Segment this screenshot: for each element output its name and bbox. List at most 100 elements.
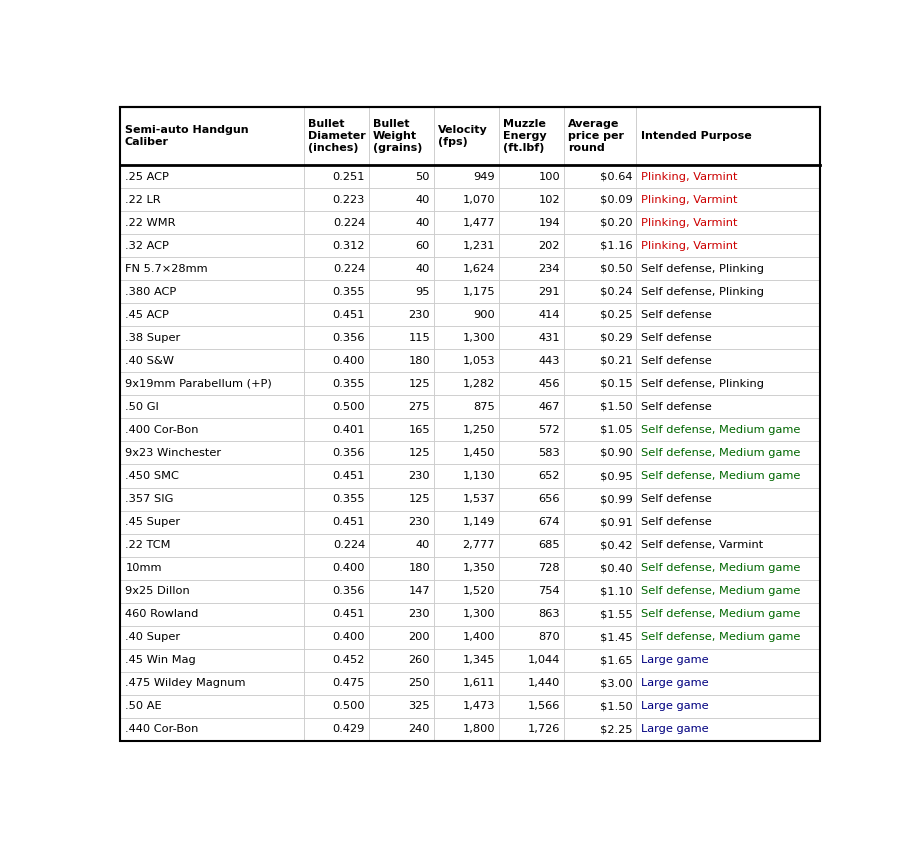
Text: 754: 754 bbox=[538, 586, 560, 596]
Text: 230: 230 bbox=[408, 517, 430, 527]
Bar bbox=[120, 717, 304, 741]
Bar bbox=[499, 165, 564, 188]
Bar bbox=[304, 464, 369, 488]
Text: 100: 100 bbox=[538, 172, 560, 182]
Text: Plinking, Varmint: Plinking, Varmint bbox=[641, 172, 738, 182]
Bar bbox=[369, 579, 434, 602]
Text: Self defense: Self defense bbox=[641, 402, 713, 412]
Bar bbox=[120, 235, 304, 257]
Text: $1.05: $1.05 bbox=[600, 425, 633, 435]
Text: $1.45: $1.45 bbox=[601, 632, 633, 642]
Bar bbox=[564, 511, 636, 534]
Bar bbox=[434, 464, 499, 488]
Text: 467: 467 bbox=[538, 402, 560, 412]
Text: 900: 900 bbox=[473, 310, 495, 320]
Text: 9x25 Dillon: 9x25 Dillon bbox=[126, 586, 190, 596]
Text: 1,473: 1,473 bbox=[462, 701, 495, 711]
Bar bbox=[636, 396, 820, 418]
Text: .50 GI: .50 GI bbox=[126, 402, 160, 412]
Text: 0.355: 0.355 bbox=[332, 287, 365, 296]
Text: 875: 875 bbox=[473, 402, 495, 412]
Bar bbox=[120, 672, 304, 695]
Text: 1,726: 1,726 bbox=[528, 724, 560, 734]
Bar bbox=[636, 280, 820, 303]
Bar bbox=[369, 373, 434, 396]
Text: 230: 230 bbox=[408, 310, 430, 320]
Text: $0.25: $0.25 bbox=[601, 310, 633, 320]
Text: 1,566: 1,566 bbox=[528, 701, 560, 711]
Text: $0.42: $0.42 bbox=[601, 540, 633, 550]
Text: 460 Rowland: 460 Rowland bbox=[126, 609, 199, 619]
Text: Self defense, Medium game: Self defense, Medium game bbox=[641, 609, 801, 619]
Bar bbox=[564, 441, 636, 464]
Bar bbox=[120, 418, 304, 441]
Bar bbox=[564, 211, 636, 235]
Bar bbox=[369, 303, 434, 326]
Bar bbox=[120, 441, 304, 464]
Bar bbox=[564, 396, 636, 418]
Bar bbox=[304, 349, 369, 373]
Bar bbox=[304, 303, 369, 326]
Bar bbox=[120, 556, 304, 579]
Bar bbox=[304, 717, 369, 741]
Bar bbox=[434, 717, 499, 741]
Text: 165: 165 bbox=[408, 425, 430, 435]
Text: 0.401: 0.401 bbox=[333, 425, 365, 435]
Text: $0.21: $0.21 bbox=[601, 356, 633, 366]
Text: 230: 230 bbox=[408, 471, 430, 481]
Bar bbox=[369, 257, 434, 280]
Bar bbox=[564, 107, 636, 165]
Text: 728: 728 bbox=[538, 563, 560, 573]
Bar bbox=[636, 464, 820, 488]
Text: Muzzle
Energy
(ft.lbf): Muzzle Energy (ft.lbf) bbox=[503, 119, 547, 152]
Text: 0.251: 0.251 bbox=[333, 172, 365, 182]
Bar bbox=[499, 441, 564, 464]
Text: 1,350: 1,350 bbox=[462, 563, 495, 573]
Text: Plinking, Varmint: Plinking, Varmint bbox=[641, 218, 738, 228]
Text: $1.16: $1.16 bbox=[601, 241, 633, 251]
Text: Self defense, Plinking: Self defense, Plinking bbox=[641, 379, 765, 389]
Text: 656: 656 bbox=[538, 494, 560, 504]
Bar bbox=[369, 165, 434, 188]
Text: 230: 230 bbox=[408, 609, 430, 619]
Bar bbox=[564, 602, 636, 626]
Text: .400 Cor-Bon: .400 Cor-Bon bbox=[126, 425, 199, 435]
Bar bbox=[120, 649, 304, 672]
Bar bbox=[636, 717, 820, 741]
Text: 863: 863 bbox=[538, 609, 560, 619]
Text: 0.312: 0.312 bbox=[333, 241, 365, 251]
Text: 0.429: 0.429 bbox=[333, 724, 365, 734]
Text: $1.55: $1.55 bbox=[600, 609, 633, 619]
Bar bbox=[636, 511, 820, 534]
Bar bbox=[434, 556, 499, 579]
Bar bbox=[120, 188, 304, 211]
Bar bbox=[369, 418, 434, 441]
Bar bbox=[369, 717, 434, 741]
Bar bbox=[564, 695, 636, 717]
Text: 102: 102 bbox=[538, 195, 560, 205]
Bar bbox=[304, 107, 369, 165]
Bar bbox=[564, 672, 636, 695]
Text: .50 AE: .50 AE bbox=[126, 701, 162, 711]
Bar bbox=[499, 235, 564, 257]
Bar bbox=[304, 235, 369, 257]
Text: 0.451: 0.451 bbox=[333, 471, 365, 481]
Bar bbox=[120, 534, 304, 556]
Text: $0.24: $0.24 bbox=[601, 287, 633, 296]
Text: $0.15: $0.15 bbox=[600, 379, 633, 389]
Bar bbox=[369, 602, 434, 626]
Text: 0.355: 0.355 bbox=[332, 379, 365, 389]
Text: $0.91: $0.91 bbox=[600, 517, 633, 527]
Bar bbox=[499, 464, 564, 488]
Bar bbox=[304, 511, 369, 534]
Text: 10mm: 10mm bbox=[126, 563, 161, 573]
Text: Large game: Large game bbox=[641, 724, 709, 734]
Text: 431: 431 bbox=[538, 333, 560, 343]
Text: 40: 40 bbox=[415, 218, 430, 228]
Text: 583: 583 bbox=[538, 448, 560, 458]
Text: .45 Super: .45 Super bbox=[126, 517, 181, 527]
Text: 2,777: 2,777 bbox=[462, 540, 495, 550]
Bar bbox=[369, 441, 434, 464]
Text: 0.400: 0.400 bbox=[333, 356, 365, 366]
Text: Plinking, Varmint: Plinking, Varmint bbox=[641, 195, 738, 205]
